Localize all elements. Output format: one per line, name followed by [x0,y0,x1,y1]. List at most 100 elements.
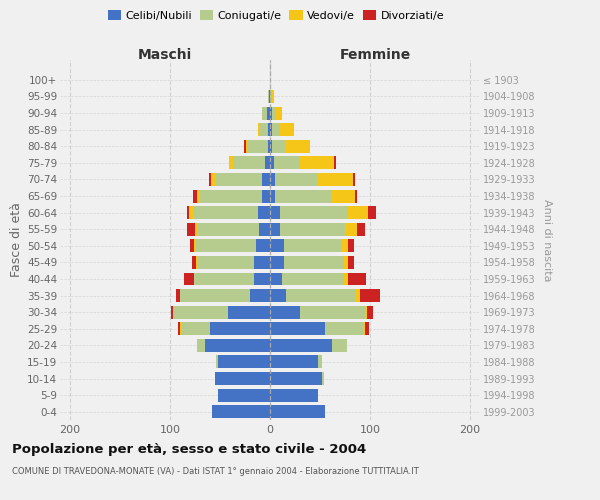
Bar [195,222,197,235]
Bar [180,289,250,302]
Bar [300,156,334,170]
Bar [270,356,318,368]
Bar [218,356,270,368]
Bar [200,190,262,202]
Bar [282,272,344,285]
Bar [246,140,248,152]
Bar [209,173,211,186]
Bar [197,339,205,352]
Bar [332,339,347,352]
Bar [176,289,180,302]
Bar [357,222,365,235]
Bar [270,256,284,269]
Bar [262,106,267,120]
Bar [270,173,275,186]
Bar [348,240,354,252]
Bar [196,240,256,252]
Bar [193,206,258,219]
Bar [272,90,274,103]
Bar [270,240,284,252]
Bar [258,123,260,136]
Bar [197,190,200,202]
Bar [180,322,182,335]
Bar [216,173,262,186]
Bar [254,256,270,269]
Bar [229,156,233,170]
Bar [215,372,270,385]
Bar [268,140,270,152]
Bar [300,306,365,318]
Bar [280,123,294,136]
Bar [196,256,198,269]
Y-axis label: Fasce di età: Fasce di età [10,202,23,278]
Bar [284,256,344,269]
Bar [274,156,300,170]
Bar [250,289,270,302]
Bar [280,222,345,235]
Bar [360,289,380,302]
Bar [367,306,373,318]
Bar [248,140,268,152]
Bar [270,206,280,219]
Bar [270,405,325,418]
Bar [365,306,367,318]
Bar [322,372,324,385]
Bar [269,90,270,103]
Bar [256,240,270,252]
Text: Femmine: Femmine [340,48,410,62]
Bar [212,405,270,418]
Text: Maschi: Maschi [138,48,192,62]
Bar [194,240,196,252]
Bar [270,388,318,402]
Bar [275,190,331,202]
Bar [348,272,366,285]
Bar [270,272,282,285]
Bar [348,206,368,219]
Bar [228,306,270,318]
Bar [205,339,270,352]
Bar [189,206,193,219]
Bar [260,123,268,136]
Bar [270,289,286,302]
Bar [270,306,300,318]
Bar [365,322,369,335]
Bar [353,173,355,186]
Bar [265,156,270,170]
Bar [216,356,218,368]
Text: COMUNE DI TRAVEDONA-MONATE (VA) - Dati ISTAT 1° gennaio 2004 - Elaborazione TUTT: COMUNE DI TRAVEDONA-MONATE (VA) - Dati I… [12,468,419,476]
Bar [270,90,272,103]
Bar [192,256,196,269]
Bar [262,173,270,186]
Bar [368,206,376,219]
Bar [182,322,210,335]
Bar [317,173,353,186]
Bar [286,289,356,302]
Bar [187,206,189,219]
Bar [211,173,216,186]
Bar [244,140,246,152]
Bar [258,206,270,219]
Text: Popolazione per età, sesso e stato civile - 2004: Popolazione per età, sesso e stato civil… [12,442,366,456]
Bar [193,190,197,202]
Bar [356,289,360,302]
Legend: Celibi/Nubili, Coniugati/e, Vedovi/e, Divorziati/e: Celibi/Nubili, Coniugati/e, Vedovi/e, Di… [103,6,449,25]
Bar [272,106,276,120]
Bar [270,106,272,120]
Bar [270,190,275,202]
Bar [270,322,325,335]
Bar [286,140,310,152]
Bar [178,322,180,335]
Bar [344,272,348,285]
Bar [355,190,357,202]
Bar [275,173,317,186]
Bar [344,256,348,269]
Bar [345,222,357,235]
Bar [210,322,270,335]
Bar [270,339,332,352]
Y-axis label: Anni di nascita: Anni di nascita [542,198,552,281]
Bar [187,222,195,235]
Bar [363,322,365,335]
Bar [331,190,355,202]
Bar [198,256,254,269]
Bar [218,388,270,402]
